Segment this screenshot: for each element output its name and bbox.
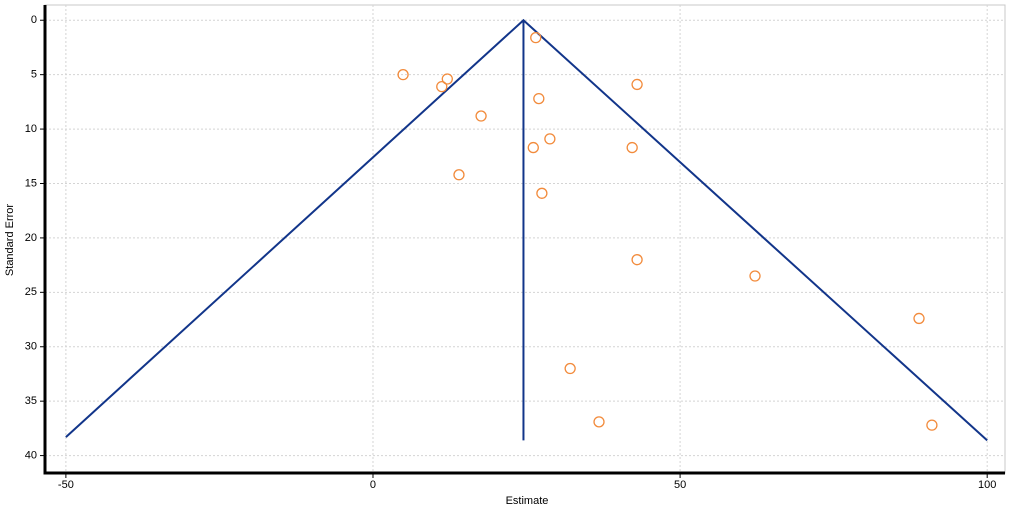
plot-border: [44, 4, 1006, 474]
data-point: [564, 362, 576, 375]
data-point: [749, 270, 761, 282]
data-point: [527, 141, 539, 154]
data-point: [436, 80, 448, 93]
data-point: [926, 419, 938, 431]
data-point: [593, 416, 605, 428]
data-point: [544, 133, 556, 145]
y-tick-label: 35: [25, 395, 37, 407]
x-axis-label: Estimate: [506, 495, 549, 507]
data-point: [913, 312, 925, 325]
y-tick-label: 0: [31, 14, 37, 26]
y-axis-label: Standard Error: [4, 204, 16, 276]
y-tick-label: 20: [25, 232, 37, 244]
data-point: [536, 187, 548, 199]
x-tick-label: 0: [370, 479, 376, 491]
y-tick-label: 25: [25, 286, 37, 298]
data-point: [397, 69, 409, 81]
data-point: [475, 110, 487, 122]
x-tick-label: 50: [674, 479, 686, 491]
data-point: [626, 141, 638, 154]
x-tick-label: -50: [58, 479, 74, 491]
x-tick-label: 100: [978, 479, 996, 491]
y-tick-label: 15: [25, 177, 37, 189]
data-point: [631, 254, 643, 266]
y-tick-label: 30: [25, 341, 37, 353]
data-point: [441, 73, 453, 85]
y-tick-label: 40: [25, 449, 37, 461]
funnel-line: [65, 18, 988, 442]
y-tick-label: 10: [25, 123, 37, 135]
data-point: [453, 169, 465, 181]
data-point: [530, 32, 542, 44]
data-point: [631, 78, 643, 91]
data-point: [533, 92, 545, 105]
y-tick-label: 5: [31, 69, 37, 81]
